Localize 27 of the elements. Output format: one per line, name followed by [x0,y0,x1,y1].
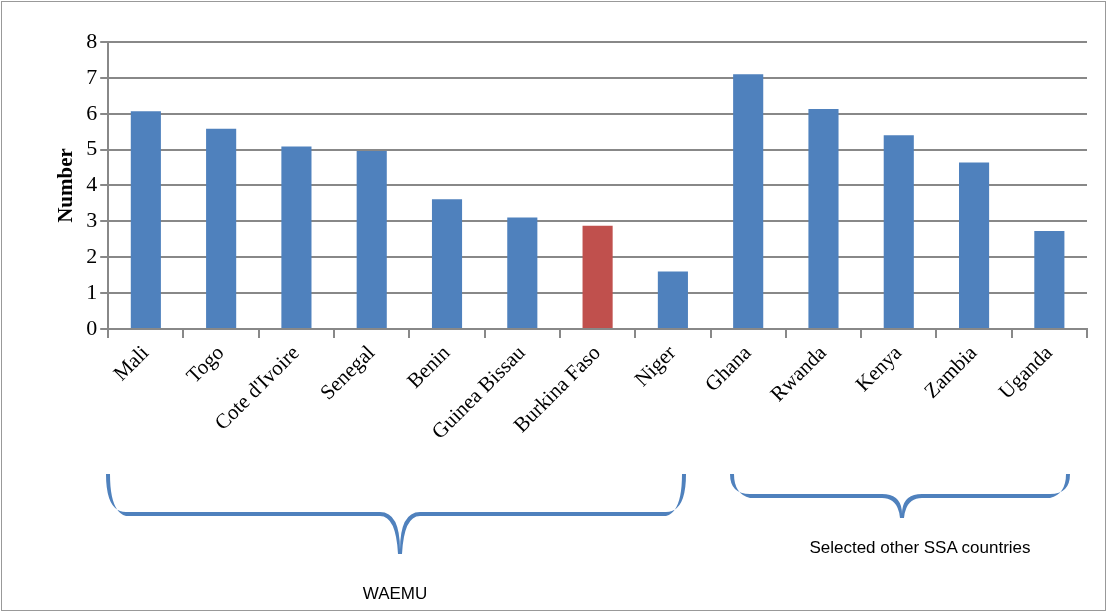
text: WAEMU [361,584,429,604]
y-tick-label: 3 [86,207,98,233]
y-tick-label: 2 [86,243,98,269]
bar [356,151,387,328]
bar [883,135,914,328]
y-tick-label: 5 [86,135,98,161]
bar [1034,231,1065,328]
bar [507,217,538,328]
bar [959,162,990,328]
y-tick-label: 0 [86,314,98,340]
bar [582,225,613,328]
bar [808,109,839,328]
y-tick-label: 8 [86,27,98,53]
x-tick-label: Mali [108,340,154,386]
y-tick-label: 7 [86,63,98,89]
y-tick-label: 6 [86,99,98,125]
bar [281,146,312,328]
y-axis-title: Number [53,148,78,223]
bar [657,271,688,328]
bar [206,128,237,328]
bar [130,111,161,328]
x-tick-label: Togo [181,340,229,388]
y-tick-label: 1 [86,278,98,304]
y-tick-label: 4 [86,171,98,197]
bar [431,199,463,328]
bar [733,74,764,328]
text: Selected other SSA countries [808,538,1032,558]
